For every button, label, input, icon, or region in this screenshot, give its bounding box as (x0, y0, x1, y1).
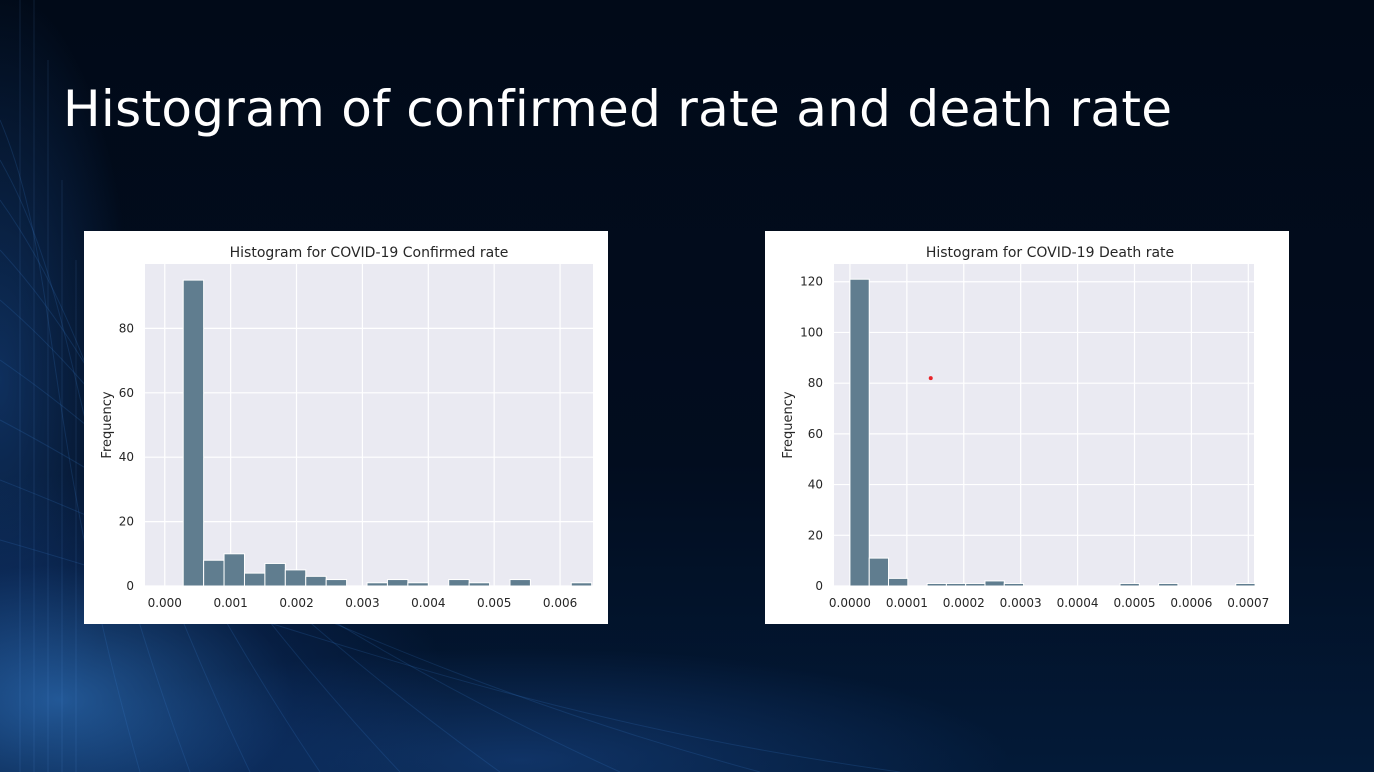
chart-title: Histogram for COVID-19 Death rate (926, 245, 1174, 261)
y-tick-label: 20 (808, 528, 823, 542)
histogram-bar (945, 582, 967, 587)
histogram-bar (264, 562, 286, 587)
y-tick-label: 80 (808, 376, 823, 390)
histogram-bar (509, 579, 531, 587)
histogram-bar (366, 582, 388, 587)
histogram-bar (984, 580, 1005, 587)
histogram-bar (305, 575, 327, 587)
histogram-bar (468, 582, 491, 587)
y-tick-label: 40 (808, 478, 823, 492)
histogram-bar (203, 559, 225, 587)
histogram-bar (570, 582, 593, 587)
x-tick-label: 0.001 (213, 596, 247, 610)
x-tick-label: 0.005 (477, 596, 511, 610)
y-tick-label: 80 (119, 321, 134, 335)
y-axis-label: Frequency (100, 391, 115, 458)
x-tick-label: 0.0002 (943, 596, 985, 610)
x-tick-label: 0.0000 (829, 596, 871, 610)
slide-title: Histogram of confirmed rate and death ra… (63, 80, 1173, 138)
histogram-bar (849, 278, 870, 587)
x-tick-label: 0.000 (148, 596, 182, 610)
x-tick-label: 0.003 (345, 596, 379, 610)
x-tick-label: 0.0007 (1227, 596, 1269, 610)
plot-area (834, 264, 1254, 586)
y-tick-label: 20 (119, 515, 134, 529)
x-tick-label: 0.0003 (1000, 596, 1042, 610)
confirmed-rate-histogram-svg: Histogram for COVID-19 Confirmed rate 0.0… (100, 245, 593, 610)
confirmed-rate-histogram: Histogram for COVID-19 Confirmed rate 0.0… (84, 231, 608, 624)
y-tick-label: 120 (800, 275, 823, 289)
x-tick-label: 0.0001 (886, 596, 928, 610)
x-tick-label: 0.004 (411, 596, 445, 610)
histogram-bar (1119, 582, 1140, 587)
red-marker-point (928, 376, 933, 381)
x-tick-label: 0.0004 (1057, 596, 1099, 610)
y-tick-label: 60 (119, 386, 134, 400)
y-tick-label: 0 (126, 579, 134, 593)
y-tick-label: 100 (800, 325, 823, 339)
histogram-bar (448, 579, 470, 587)
x-tick-label: 0.006 (543, 596, 577, 610)
histogram-bar (243, 572, 266, 587)
y-axis-label: Frequency (781, 391, 796, 458)
death-rate-histogram: Histogram for COVID-19 Death rate 0.0000 0… (765, 231, 1289, 624)
histogram-bar (1235, 582, 1256, 587)
histogram-bar (926, 582, 947, 587)
histogram-bar (965, 582, 986, 587)
histogram-bar (888, 577, 909, 587)
y-tick-label: 40 (119, 450, 134, 464)
histogram-bar (868, 557, 890, 587)
death-rate-histogram-svg: Histogram for COVID-19 Death rate 0.0000 0… (781, 245, 1269, 610)
histogram-bar (1003, 582, 1025, 587)
chart-title: Histogram for COVID-19 Confirmed rate (230, 245, 509, 261)
histogram-bar (284, 569, 307, 587)
histogram-bar (182, 279, 205, 587)
histogram-bar (386, 579, 409, 587)
y-tick-label: 60 (808, 427, 823, 441)
x-tick-label: 0.0006 (1170, 596, 1212, 610)
histogram-bar (407, 582, 429, 587)
y-tick-label: 0 (815, 579, 823, 593)
x-tick-label: 0.0005 (1113, 596, 1155, 610)
x-tick-label: 0.002 (279, 596, 313, 610)
plot-area (145, 264, 593, 586)
histogram-bar (325, 579, 348, 587)
histogram-bar (223, 553, 245, 587)
histogram-bar (1158, 582, 1179, 587)
